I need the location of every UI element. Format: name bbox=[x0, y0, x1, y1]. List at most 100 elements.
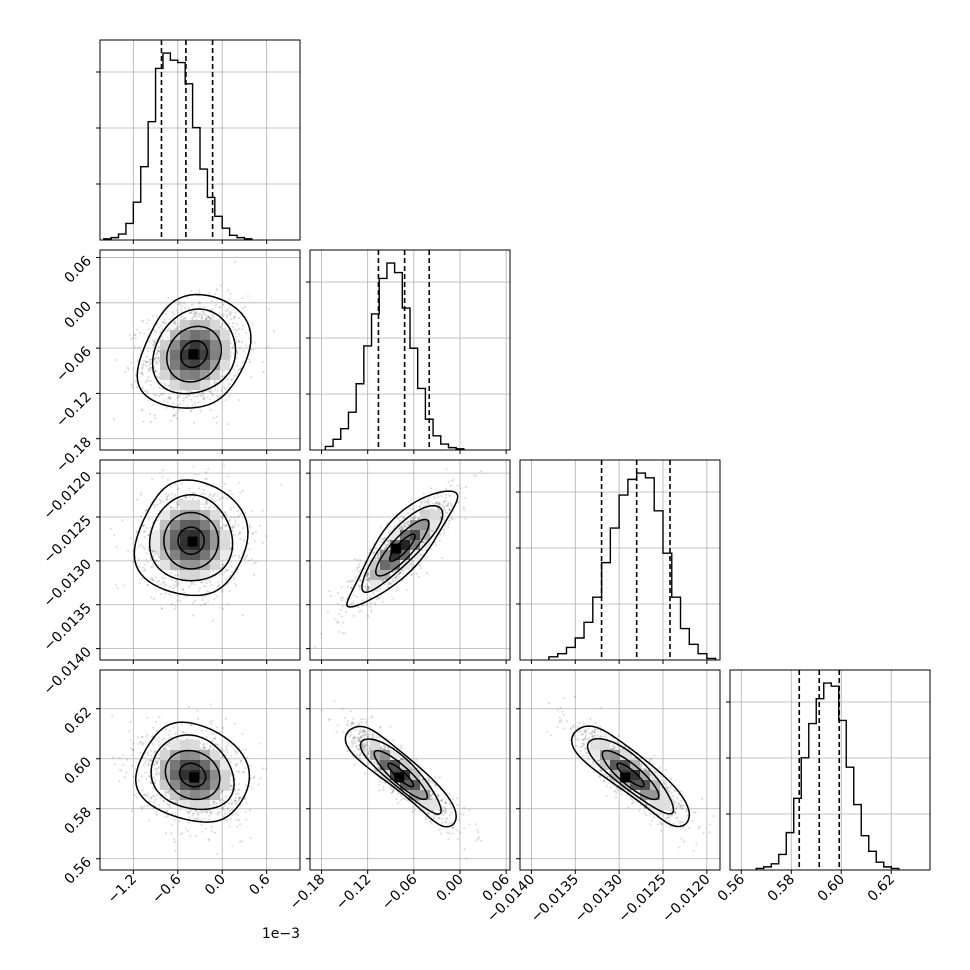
scatter-point bbox=[155, 315, 158, 318]
scatter-point bbox=[412, 516, 415, 520]
scatter-point bbox=[157, 358, 160, 361]
scatter-point bbox=[234, 763, 237, 766]
scatter-point bbox=[426, 500, 429, 503]
scatter-point bbox=[427, 497, 430, 500]
scatter-point bbox=[156, 503, 159, 506]
scatter-point bbox=[228, 297, 231, 300]
scatter-point bbox=[147, 319, 150, 322]
scatter-point bbox=[211, 733, 214, 736]
scatter-point bbox=[423, 498, 426, 501]
density-cell bbox=[180, 370, 190, 380]
scatter-point bbox=[128, 334, 132, 337]
scatter-point bbox=[168, 327, 171, 330]
scatter-point bbox=[232, 317, 235, 320]
scatter-point bbox=[234, 311, 237, 314]
scatter-point bbox=[157, 579, 160, 583]
scatter-point bbox=[161, 320, 164, 323]
scatter-point bbox=[377, 554, 380, 557]
density-cell bbox=[390, 550, 400, 560]
scatter-point bbox=[222, 564, 225, 567]
scatter-point bbox=[219, 497, 222, 500]
scatter-point bbox=[418, 564, 422, 567]
scatter-point bbox=[216, 415, 219, 418]
scatter-point bbox=[376, 598, 379, 601]
scatter-point bbox=[244, 512, 247, 515]
scatter-point bbox=[172, 402, 175, 405]
scatter-point bbox=[406, 512, 410, 515]
scatter-point bbox=[235, 571, 238, 574]
scatter-point bbox=[152, 554, 155, 557]
scatter-point bbox=[436, 530, 439, 533]
scatter-point bbox=[387, 531, 391, 534]
scatter-point bbox=[224, 511, 227, 514]
scatter-point bbox=[142, 524, 145, 527]
scatter-point bbox=[145, 379, 149, 382]
scatter-point bbox=[176, 394, 179, 397]
scatter-point bbox=[434, 544, 437, 547]
scatter-point bbox=[262, 370, 265, 374]
scatter-point bbox=[142, 373, 145, 376]
scatter-point bbox=[231, 325, 234, 328]
scatter-point bbox=[150, 754, 153, 757]
histogram-panel-4 bbox=[726, 669, 931, 871]
scatter-point bbox=[236, 364, 239, 368]
scatter-point bbox=[216, 394, 219, 397]
scatter-point bbox=[464, 517, 467, 521]
scatter-point bbox=[150, 379, 153, 383]
panel-frame bbox=[519, 459, 721, 661]
scatter-point bbox=[220, 284, 223, 287]
density-cell bbox=[150, 530, 160, 540]
scatter-point bbox=[157, 350, 161, 353]
scatter-point bbox=[229, 547, 232, 550]
scatter-point bbox=[176, 574, 179, 577]
scatter-point bbox=[402, 517, 405, 520]
scatter-point bbox=[198, 291, 201, 295]
scatter-point bbox=[247, 357, 250, 361]
density-cell bbox=[200, 550, 210, 560]
scatter-point bbox=[148, 365, 151, 368]
scatter-point bbox=[134, 337, 137, 340]
scatter-point bbox=[155, 762, 159, 765]
scatter-point bbox=[149, 358, 152, 361]
density-cell bbox=[390, 560, 400, 570]
density-cell bbox=[180, 550, 190, 560]
scatter-point bbox=[326, 610, 329, 613]
scatter-point bbox=[231, 527, 234, 530]
scatter-point bbox=[359, 568, 362, 571]
scatter-point bbox=[403, 521, 406, 524]
scatter-point bbox=[158, 509, 161, 512]
contour-line bbox=[151, 308, 237, 395]
scatter-point bbox=[156, 552, 159, 555]
scatter-point bbox=[366, 586, 369, 589]
scatter-point bbox=[421, 549, 424, 552]
scatter-point bbox=[211, 495, 214, 498]
scatter-point bbox=[167, 397, 170, 400]
scatter-point bbox=[248, 360, 252, 363]
scatter-point bbox=[190, 583, 193, 586]
scatter-point bbox=[213, 831, 216, 835]
scatter-point bbox=[231, 526, 235, 529]
scatter-point bbox=[381, 579, 384, 583]
scatter-point bbox=[161, 393, 164, 396]
density-peak bbox=[391, 543, 402, 554]
scatter-point bbox=[154, 360, 157, 363]
scatter-point bbox=[208, 317, 211, 320]
scatter-point bbox=[143, 536, 147, 539]
scatter-point bbox=[358, 588, 361, 591]
scatter-point bbox=[180, 723, 183, 726]
scatter-point bbox=[188, 705, 191, 709]
scatter-point bbox=[142, 420, 145, 423]
scatter-point bbox=[343, 632, 346, 635]
scatter-point bbox=[229, 547, 232, 550]
scatter-point bbox=[243, 797, 246, 801]
scatter-point bbox=[229, 561, 232, 564]
scatter-point bbox=[205, 735, 208, 739]
scatter-point bbox=[227, 475, 230, 478]
scatter-point bbox=[367, 586, 370, 590]
scatter-point bbox=[229, 341, 232, 345]
scatter-point bbox=[145, 552, 149, 555]
scatter-point bbox=[365, 579, 368, 582]
density-cell bbox=[200, 360, 210, 370]
scatter-point bbox=[151, 563, 154, 566]
scatter-point bbox=[369, 602, 372, 605]
